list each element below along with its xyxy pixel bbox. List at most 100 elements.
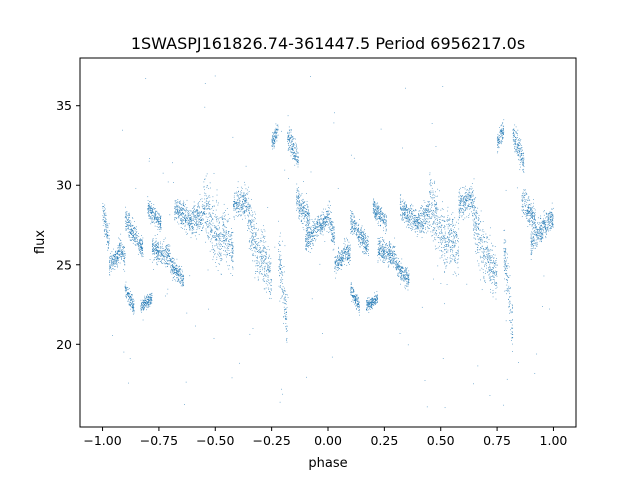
scatter-point (203, 211, 205, 213)
scatter-point (300, 202, 302, 204)
scatter-point (161, 261, 162, 263)
scatter-point (305, 244, 307, 245)
scatter-point (350, 294, 352, 296)
scatter-point (358, 225, 359, 226)
scatter-point (132, 232, 134, 234)
scatter-point (207, 202, 209, 204)
scatter-point (233, 201, 235, 203)
scatter-point (351, 294, 353, 296)
scatter-point (157, 247, 159, 248)
scatter-point (202, 208, 204, 209)
scatter-point (260, 266, 262, 268)
scatter-point (312, 232, 314, 234)
scatter-point (352, 232, 354, 234)
scatter-point (105, 226, 107, 228)
scatter-point (232, 242, 234, 244)
scatter-point (178, 271, 180, 272)
scatter-point (115, 265, 117, 267)
scatter-point (156, 216, 158, 217)
scatter-point (180, 276, 182, 278)
scatter-point (188, 213, 189, 214)
scatter-point (248, 222, 250, 223)
scatter-point (337, 265, 339, 266)
scatter-point (156, 226, 158, 227)
scatter-point (341, 258, 342, 260)
scatter-point (283, 316, 285, 317)
scatter-point (230, 273, 232, 274)
scatter-point (247, 229, 248, 231)
scatter-point (225, 218, 226, 220)
scatter-point (215, 239, 217, 241)
scatter-point (314, 237, 315, 239)
scatter-point (333, 240, 334, 242)
scatter-point (133, 312, 135, 314)
scatter-point (153, 208, 155, 209)
scatter-point (271, 288, 272, 290)
scatter-point (129, 301, 131, 303)
scatter-point (270, 284, 271, 286)
scatter-point (257, 251, 258, 252)
scatter-point (130, 300, 132, 302)
scatter-point (270, 262, 272, 264)
scatter-point (232, 259, 234, 261)
scatter-point (121, 242, 122, 244)
scatter-point (117, 259, 119, 260)
scatter-point (168, 254, 169, 255)
scatter-point (226, 233, 228, 235)
scatter-point (319, 224, 321, 225)
scatter-point (279, 264, 281, 266)
scatter-point (182, 217, 184, 218)
scatter-point (288, 138, 290, 140)
scatter-point (239, 203, 241, 205)
scatter-point (225, 210, 226, 211)
scatter-point (157, 212, 159, 214)
scatter-point (169, 252, 171, 254)
scatter-point (179, 270, 181, 272)
scatter-point (110, 270, 112, 272)
scatter-point (131, 299, 133, 300)
scatter-point (266, 291, 267, 293)
scatter-point (243, 198, 245, 200)
scatter-point (117, 247, 118, 249)
scatter-point (124, 270, 126, 272)
scatter-point (351, 220, 353, 221)
scatter-point (305, 210, 306, 212)
scatter-point (292, 136, 293, 137)
scatter-point (371, 299, 373, 300)
scatter-point (175, 267, 176, 269)
scatter-point (341, 259, 343, 260)
scatter-point (306, 231, 308, 233)
scatter-point (293, 152, 295, 153)
scatter-point (352, 234, 354, 235)
scatter-point (299, 200, 300, 201)
scatter-point (255, 245, 256, 247)
scatter-point (253, 228, 255, 230)
scatter-point (347, 239, 348, 240)
scatter-point (104, 213, 105, 215)
scatter-point (111, 256, 113, 258)
scatter-point (253, 219, 255, 221)
scatter-point (192, 219, 193, 221)
scatter-point (269, 297, 271, 299)
scatter-point (127, 294, 129, 295)
scatter-point (307, 207, 309, 209)
scatter-point (342, 253, 344, 255)
scatter-point (329, 207, 330, 209)
scatter-point (354, 220, 356, 222)
scatter-point (372, 298, 374, 300)
scatter-point (328, 232, 329, 233)
scatter-point (264, 258, 265, 260)
scatter-point (151, 302, 153, 304)
scatter-point (323, 219, 325, 221)
scatter-point (305, 214, 306, 216)
scatter-point (143, 302, 144, 304)
scatter-point (345, 249, 347, 251)
scatter-point (259, 269, 261, 270)
scatter-point (283, 290, 285, 292)
scatter-point (114, 258, 116, 260)
scatter-point (152, 242, 153, 244)
scatter-point (222, 234, 224, 235)
scatter-point (323, 228, 325, 230)
scatter-point (363, 233, 364, 235)
scatter-point (306, 211, 307, 212)
